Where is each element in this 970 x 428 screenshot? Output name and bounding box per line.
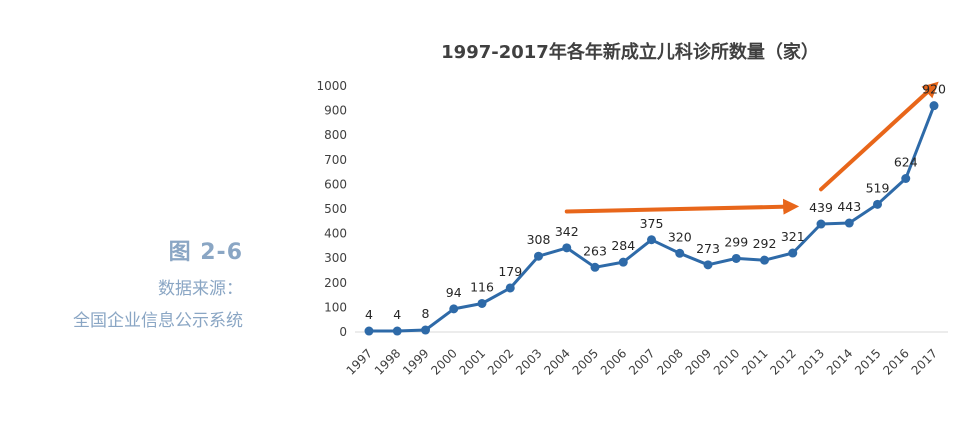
data-point bbox=[760, 255, 769, 265]
data-point bbox=[421, 325, 430, 335]
chart-title: 1997-2017年各年新成立儿科诊所数量（家） bbox=[441, 41, 819, 63]
x-tick-label: 2017 bbox=[909, 346, 940, 377]
x-tick-label: 2003 bbox=[513, 346, 544, 377]
data-label: 375 bbox=[640, 216, 664, 231]
data-label: 624 bbox=[894, 154, 918, 169]
x-tick-label: 1999 bbox=[400, 346, 431, 377]
trend-arrow bbox=[564, 198, 800, 215]
y-tick-label: 800 bbox=[324, 128, 347, 142]
data-point bbox=[647, 235, 656, 245]
x-tick-label: 2009 bbox=[683, 346, 714, 377]
y-tick-label: 1000 bbox=[316, 79, 347, 93]
x-tick-label: 1997 bbox=[344, 346, 375, 377]
data-point bbox=[534, 251, 543, 261]
data-point bbox=[929, 101, 939, 111]
trend-arrows bbox=[564, 81, 939, 215]
data-label: 320 bbox=[668, 229, 692, 244]
data-point bbox=[844, 218, 854, 228]
data-point bbox=[477, 298, 487, 308]
x-tick-label: 2004 bbox=[541, 346, 572, 377]
data-point bbox=[590, 262, 600, 272]
data-point bbox=[364, 326, 374, 336]
data-point bbox=[703, 260, 713, 270]
data-label: 273 bbox=[696, 241, 720, 256]
x-tick-label: 2002 bbox=[485, 346, 516, 377]
x-tick-label: 2007 bbox=[626, 346, 657, 377]
data-label: 443 bbox=[837, 199, 861, 214]
data-label: 263 bbox=[583, 243, 607, 258]
x-tick-label: 2015 bbox=[852, 346, 883, 377]
data-label: 179 bbox=[498, 264, 522, 279]
data-point bbox=[675, 248, 685, 258]
x-tick-label: 2011 bbox=[739, 346, 770, 377]
data-point bbox=[731, 253, 741, 263]
source-value: 全国企业信息公示系统 bbox=[73, 311, 243, 331]
x-tick-label: 2006 bbox=[598, 346, 629, 377]
data-label: 116 bbox=[470, 279, 494, 294]
data-point bbox=[449, 304, 459, 314]
x-tick-label: 2013 bbox=[796, 346, 827, 377]
data-label: 292 bbox=[753, 236, 777, 251]
data-point bbox=[873, 199, 882, 209]
data-label: 439 bbox=[809, 200, 833, 215]
x-tick-label: 2000 bbox=[428, 346, 459, 377]
data-label: 94 bbox=[446, 285, 462, 300]
y-tick-label: 700 bbox=[324, 153, 347, 167]
data-label: 342 bbox=[555, 224, 579, 239]
y-axis-labels: 0 100 200 300 400 500 600 700 800 900 1000 bbox=[316, 79, 347, 339]
data-point bbox=[562, 243, 572, 253]
data-points bbox=[364, 101, 939, 336]
y-tick-label: 600 bbox=[324, 177, 347, 191]
data-point bbox=[788, 248, 798, 258]
data-point bbox=[392, 326, 402, 336]
figure-caption: 图 2-6 数据来源： 全国企业信息公示系统 bbox=[73, 238, 243, 336]
data-label: 4 bbox=[365, 307, 373, 322]
x-axis-labels: 1997199819992000200120022003200420052006… bbox=[344, 346, 940, 377]
y-tick-label: 500 bbox=[324, 202, 347, 216]
x-tick-label: 2014 bbox=[824, 346, 855, 377]
source-label: 数据来源： bbox=[158, 279, 243, 299]
data-point bbox=[901, 173, 911, 183]
figure-label: 图 2-6 bbox=[168, 240, 243, 265]
x-tick-label: 2008 bbox=[654, 346, 685, 377]
y-tick-label: 100 bbox=[324, 300, 347, 314]
data-point bbox=[816, 219, 826, 229]
y-tick-label: 200 bbox=[324, 276, 347, 290]
y-tick-label: 0 bbox=[339, 325, 347, 339]
data-label: 299 bbox=[724, 234, 748, 249]
y-tick-label: 900 bbox=[324, 104, 347, 118]
x-tick-label: 1998 bbox=[372, 346, 403, 377]
x-tick-label: 2001 bbox=[457, 346, 488, 377]
data-point bbox=[618, 257, 628, 267]
data-label: 4 bbox=[393, 307, 401, 322]
x-tick-label: 2010 bbox=[711, 346, 742, 377]
data-label: 284 bbox=[611, 238, 635, 253]
x-tick-label: 2005 bbox=[570, 346, 601, 377]
data-point bbox=[505, 283, 515, 293]
data-label: 519 bbox=[866, 180, 890, 195]
x-tick-label: 2012 bbox=[767, 346, 798, 377]
data-label: 8 bbox=[422, 306, 430, 321]
data-label: 321 bbox=[781, 229, 805, 244]
data-label: 920 bbox=[922, 82, 946, 97]
trend-arrow bbox=[819, 81, 939, 192]
data-labels: 4 4 8 94 116 179 308 342 263 284 375 320 273 299 292 32… bbox=[365, 82, 946, 322]
y-tick-label: 300 bbox=[324, 251, 347, 265]
y-tick-label: 400 bbox=[324, 227, 347, 241]
data-label: 308 bbox=[527, 232, 551, 247]
x-tick-label: 2016 bbox=[880, 346, 911, 377]
